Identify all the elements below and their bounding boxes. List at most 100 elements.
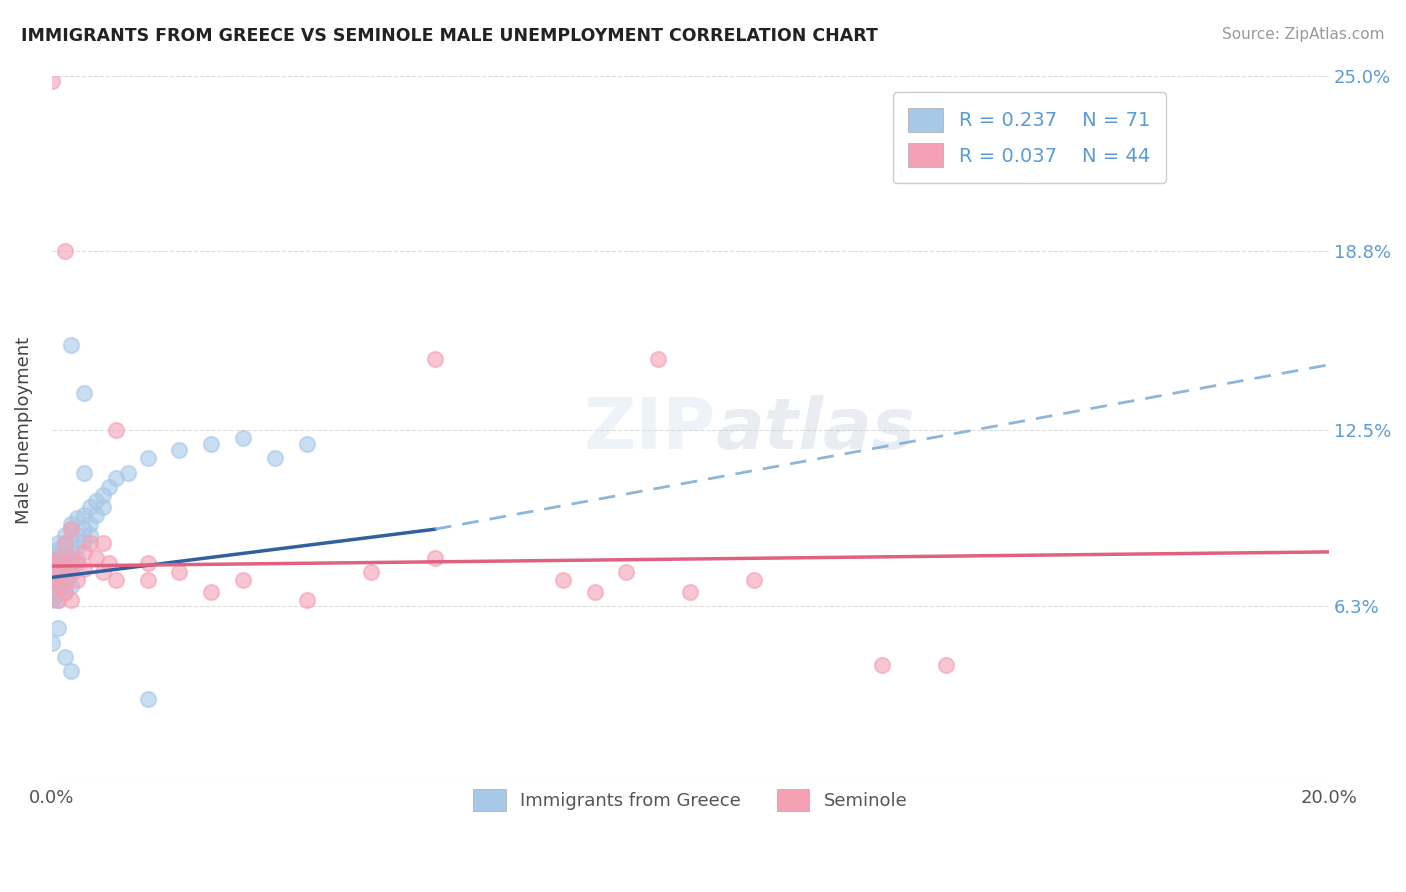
Point	[53, 565, 76, 579]
Point	[41, 74, 63, 88]
Point	[91, 565, 114, 579]
Point	[53, 584, 76, 599]
Point	[66, 574, 89, 588]
Point	[46, 550, 69, 565]
Point	[41, 574, 63, 588]
Point	[46, 574, 69, 588]
Text: atlas: atlas	[716, 395, 915, 465]
Point	[86, 494, 108, 508]
Point	[41, 576, 63, 591]
Point	[59, 338, 82, 352]
Point	[136, 451, 159, 466]
Point	[41, 579, 63, 593]
Point	[73, 386, 96, 401]
Point	[46, 536, 69, 550]
Point	[46, 550, 69, 565]
Point	[41, 584, 63, 599]
Point	[136, 556, 159, 570]
Point	[200, 584, 222, 599]
Legend: Immigrants from Greece, Seminole: Immigrants from Greece, Seminole	[458, 774, 922, 825]
Point	[46, 562, 69, 576]
Point	[53, 528, 76, 542]
Point	[551, 574, 574, 588]
Point	[53, 545, 76, 559]
Point	[59, 593, 82, 607]
Point	[46, 584, 69, 599]
Point	[73, 466, 96, 480]
Point	[46, 593, 69, 607]
Point	[46, 582, 69, 596]
Y-axis label: Male Unemployment: Male Unemployment	[15, 336, 32, 524]
Point	[295, 437, 318, 451]
Point	[41, 550, 63, 565]
Point	[59, 579, 82, 593]
Point	[53, 579, 76, 593]
Point	[46, 579, 69, 593]
Text: IMMIGRANTS FROM GREECE VS SEMINOLE MALE UNEMPLOYMENT CORRELATION CHART: IMMIGRANTS FROM GREECE VS SEMINOLE MALE …	[21, 27, 877, 45]
Point	[59, 516, 82, 531]
Point	[423, 550, 446, 565]
Point	[616, 565, 638, 579]
Point	[59, 565, 82, 579]
Point	[53, 649, 76, 664]
Point	[742, 574, 765, 588]
Point	[104, 471, 127, 485]
Point	[59, 556, 82, 570]
Point	[53, 574, 76, 588]
Point	[41, 593, 63, 607]
Point	[98, 480, 121, 494]
Point	[583, 584, 606, 599]
Point	[870, 658, 893, 673]
Point	[46, 587, 69, 601]
Point	[41, 574, 63, 588]
Text: ZIP: ZIP	[583, 395, 716, 465]
Point	[46, 567, 69, 582]
Point	[66, 556, 89, 570]
Point	[46, 622, 69, 636]
Point	[360, 565, 382, 579]
Point	[53, 556, 76, 570]
Point	[59, 522, 82, 536]
Point	[79, 516, 101, 531]
Point	[59, 550, 82, 565]
Point	[66, 550, 89, 565]
Point	[73, 545, 96, 559]
Point	[41, 545, 63, 559]
Point	[46, 565, 69, 579]
Point	[264, 451, 287, 466]
Point	[73, 522, 96, 536]
Point	[46, 593, 69, 607]
Point	[935, 658, 957, 673]
Point	[91, 536, 114, 550]
Point	[53, 550, 76, 565]
Point	[59, 522, 82, 536]
Point	[104, 423, 127, 437]
Point	[86, 508, 108, 522]
Point	[136, 692, 159, 706]
Point	[647, 352, 669, 367]
Point	[79, 528, 101, 542]
Point	[91, 488, 114, 502]
Point	[79, 536, 101, 550]
Point	[679, 584, 702, 599]
Point	[41, 565, 63, 579]
Point	[169, 442, 191, 457]
Point	[117, 466, 139, 480]
Point	[41, 556, 63, 570]
Text: Source: ZipAtlas.com: Source: ZipAtlas.com	[1222, 27, 1385, 42]
Point	[200, 437, 222, 451]
Point	[41, 562, 63, 576]
Point	[66, 539, 89, 553]
Point	[53, 584, 76, 599]
Point	[53, 244, 76, 259]
Point	[86, 550, 108, 565]
Point	[169, 565, 191, 579]
Point	[53, 536, 76, 550]
Point	[41, 570, 63, 584]
Point	[46, 556, 69, 570]
Point	[66, 528, 89, 542]
Point	[59, 545, 82, 559]
Point	[59, 533, 82, 548]
Point	[73, 508, 96, 522]
Point	[41, 635, 63, 649]
